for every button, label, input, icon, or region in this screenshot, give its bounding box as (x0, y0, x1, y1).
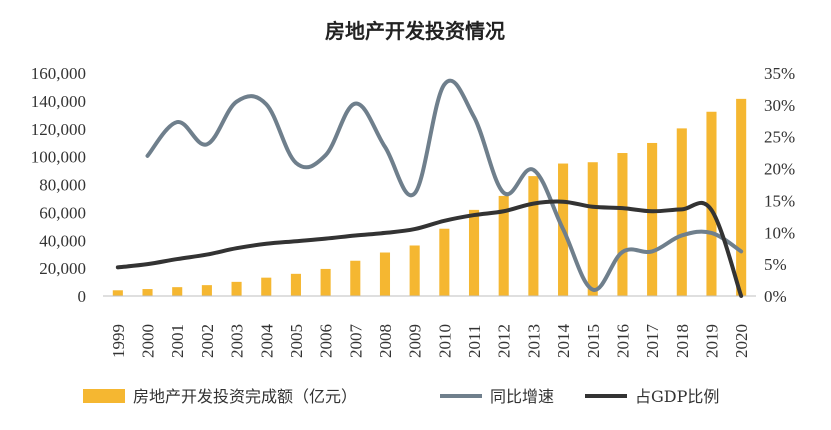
y-right-tick-label: 0% (764, 287, 787, 306)
chart-title: 房地产开发投资情况 (325, 19, 505, 43)
y-left-tick-label: 100,000 (31, 148, 86, 167)
x-tick-label: 2007 (346, 324, 365, 359)
bar-2017 (647, 142, 658, 296)
bar-2004 (261, 277, 272, 296)
y-left-tick-label: 0 (78, 287, 87, 306)
bar-2019 (706, 111, 717, 297)
y-right-tick-label: 20% (764, 160, 795, 179)
x-tick-label: 2006 (317, 324, 336, 358)
legend: 房地产开发投资完成额（亿元） 同比增速 占GDP比例 (83, 387, 719, 406)
bar-2008 (379, 252, 391, 296)
legend-label-growth: 同比增速 (490, 387, 554, 406)
x-tick-label: 2012 (495, 324, 514, 358)
bar-2001 (172, 287, 183, 296)
bar-2006 (320, 268, 331, 296)
bar-2020 (736, 98, 747, 296)
bar-2000 (142, 289, 153, 296)
y-left-tick-label: 160,000 (31, 64, 86, 83)
bar-1999 (112, 290, 123, 296)
x-tick-label: 2011 (465, 325, 484, 358)
bar-2012 (498, 195, 509, 296)
line-growth-rate (145, 78, 744, 292)
x-tick-label: 2019 (702, 324, 721, 358)
x-tick-label: 2013 (524, 324, 543, 358)
left-axis-ticks: 0 20,000 40,000 60,000 80,000 100,000 120,000 1… (31, 64, 86, 306)
x-tick-label: 2009 (406, 324, 425, 358)
legend-label-investment: 房地产开发投资完成额（亿元） (133, 387, 357, 406)
line-gdp-ratio (115, 199, 744, 298)
y-right-tick-label: 10% (764, 223, 795, 242)
x-tick-label: 2014 (554, 324, 573, 359)
y-left-tick-label: 40,000 (39, 231, 86, 250)
y-right-tick-label: 15% (764, 191, 795, 210)
y-left-tick-label: 140,000 (31, 92, 86, 111)
bar-2016 (617, 153, 628, 296)
y-right-tick-label: 35% (764, 64, 795, 83)
legend-label-gdp-ratio: 占GDP比例 (635, 387, 719, 406)
x-tick-label: 2015 (584, 324, 603, 358)
bar-2003 (231, 281, 242, 296)
bar-2011 (468, 209, 480, 296)
y-right-tick-label: 5% (764, 255, 787, 274)
x-tick-label: 1999 (109, 324, 128, 358)
bar-2013 (528, 176, 539, 296)
y-left-tick-label: 20,000 (39, 259, 86, 278)
bar-2018 (676, 128, 687, 296)
x-tick-label: 2003 (228, 324, 247, 358)
y-left-tick-label: 60,000 (39, 203, 86, 222)
y-right-tick-label: 25% (764, 128, 795, 147)
bar-2005 (290, 273, 301, 296)
x-tick-label: 2020 (732, 324, 751, 358)
x-tick-label: 2005 (287, 324, 306, 358)
bar-2010 (439, 228, 450, 296)
x-tick-label: 2004 (257, 324, 276, 359)
x-tick-label: 2000 (139, 324, 158, 358)
y-left-tick-label: 120,000 (31, 120, 86, 139)
x-tick-label: 2002 (198, 324, 217, 358)
x-tick-label: 2008 (376, 324, 395, 358)
y-right-tick-label: 30% (764, 96, 795, 115)
bar-2007 (350, 260, 361, 296)
right-axis-ticks: 0% 5% 10% 15% 20% 25% 30% 35% (764, 64, 795, 306)
x-tick-label: 2001 (168, 324, 187, 358)
y-left-tick-label: 80,000 (39, 176, 86, 195)
x-tick-label: 2010 (435, 324, 454, 358)
x-axis-ticks: 1999 2000 2001 2002 2003 2004 2005 2006 2007 2008… (109, 324, 751, 359)
bar-series (112, 98, 747, 297)
x-tick-label: 2017 (643, 324, 662, 359)
legend-swatch-investment (83, 389, 125, 403)
line-series (115, 78, 744, 298)
x-tick-label: 2016 (613, 324, 632, 358)
bar-2009 (409, 245, 420, 296)
bar-2015 (587, 162, 598, 296)
bar-2002 (201, 285, 212, 296)
x-tick-label: 2018 (673, 324, 692, 358)
